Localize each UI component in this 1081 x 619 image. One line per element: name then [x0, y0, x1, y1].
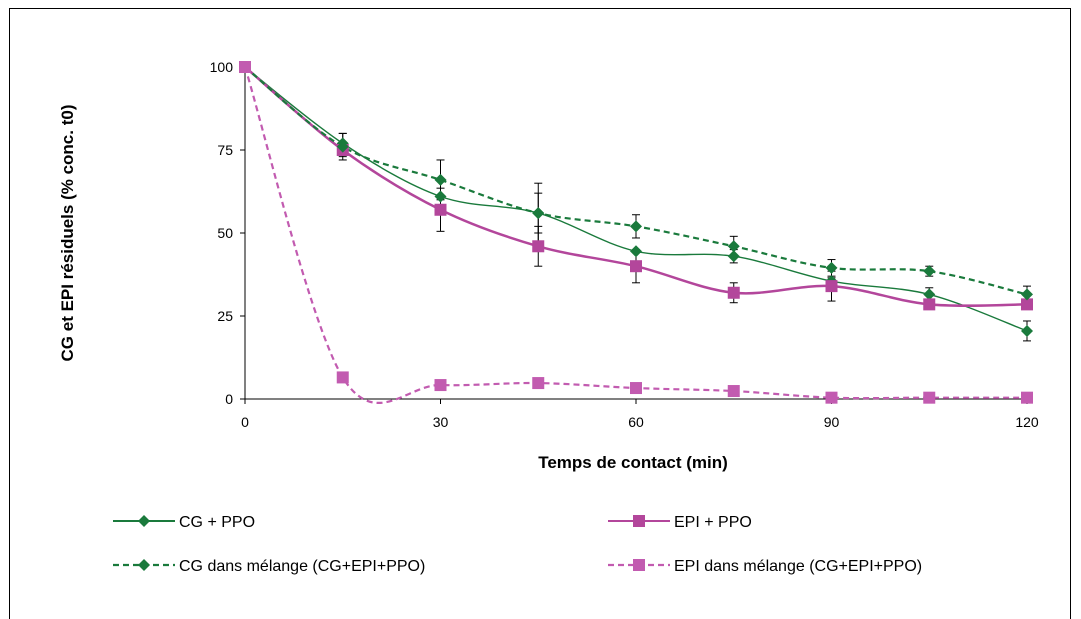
y-tick-label: 50: [217, 225, 233, 241]
data-point: [336, 371, 349, 384]
x-tick-label: 60: [628, 414, 644, 430]
chart-frame: [9, 8, 1071, 619]
data-point: [630, 382, 642, 395]
legend-label: EPI + PPO: [674, 514, 752, 531]
data-point: [434, 203, 447, 216]
data-point: [532, 207, 545, 220]
legend-swatch-marker: [633, 515, 645, 527]
series-markers: [239, 61, 1033, 404]
legend-item-1: CG + PPO: [113, 514, 255, 531]
data-point: [727, 240, 740, 253]
legend-item-2: EPI + PPO: [608, 514, 752, 531]
data-point: [825, 261, 838, 274]
data-point: [532, 377, 545, 390]
x-tick-label: 120: [1015, 414, 1039, 430]
axes: 0 25 50 75 100 0 30 60 90 120: [210, 59, 1039, 430]
data-point: [239, 61, 251, 73]
y-axis-title: CG et EPI résiduels (% conc. t0): [58, 105, 77, 362]
axis-labels: Temps de contact (min) CG et EPI résidue…: [58, 105, 728, 472]
data-point: [727, 286, 740, 299]
series-line-4: [243, 66, 1027, 404]
data-point: [1021, 298, 1033, 311]
legend-label: EPI dans mélange (CG+EPI+PPO): [674, 558, 922, 575]
data-point: [630, 260, 642, 273]
legend-swatch-marker: [138, 515, 150, 527]
legend-item-4: EPI dans mélange (CG+EPI+PPO): [608, 558, 922, 575]
data-point: [434, 379, 447, 392]
y-tick-label: 75: [217, 142, 233, 158]
data-point: [923, 265, 936, 278]
data-point: [434, 173, 447, 186]
legend-swatch-marker: [633, 559, 645, 571]
data-point: [923, 298, 936, 311]
x-tick-label: 0: [241, 414, 249, 430]
data-point: [923, 288, 936, 301]
data-point: [1021, 324, 1033, 337]
data-point: [727, 250, 740, 263]
legend-label: CG dans mélange (CG+EPI+PPO): [179, 558, 425, 575]
legend: CG + PPO EPI + PPO CG dans mélange (CG+EPI…: [113, 514, 922, 575]
y-tick-label: 100: [210, 59, 234, 75]
data-point: [1021, 288, 1033, 301]
data-point: [825, 280, 838, 293]
x-axis-title: Temps de contact (min): [538, 453, 728, 472]
data-point: [434, 190, 447, 203]
series-line-1: [244, 66, 1028, 332]
data-point: [825, 391, 838, 404]
data-point: [532, 240, 545, 253]
x-tick-label: 30: [433, 414, 449, 430]
y-tick-label: 25: [217, 308, 233, 324]
data-point: [1021, 391, 1033, 404]
data-point: [923, 391, 936, 404]
data-point: [727, 385, 740, 398]
data-point: [336, 140, 349, 153]
x-tick-label: 90: [824, 414, 840, 430]
legend-item-3: CG dans mélange (CG+EPI+PPO): [113, 558, 425, 575]
data-point: [630, 245, 642, 258]
legend-label: CG + PPO: [179, 514, 255, 531]
data-point: [630, 220, 642, 233]
legend-swatch-marker: [138, 559, 150, 571]
y-tick-label: 0: [225, 391, 233, 407]
